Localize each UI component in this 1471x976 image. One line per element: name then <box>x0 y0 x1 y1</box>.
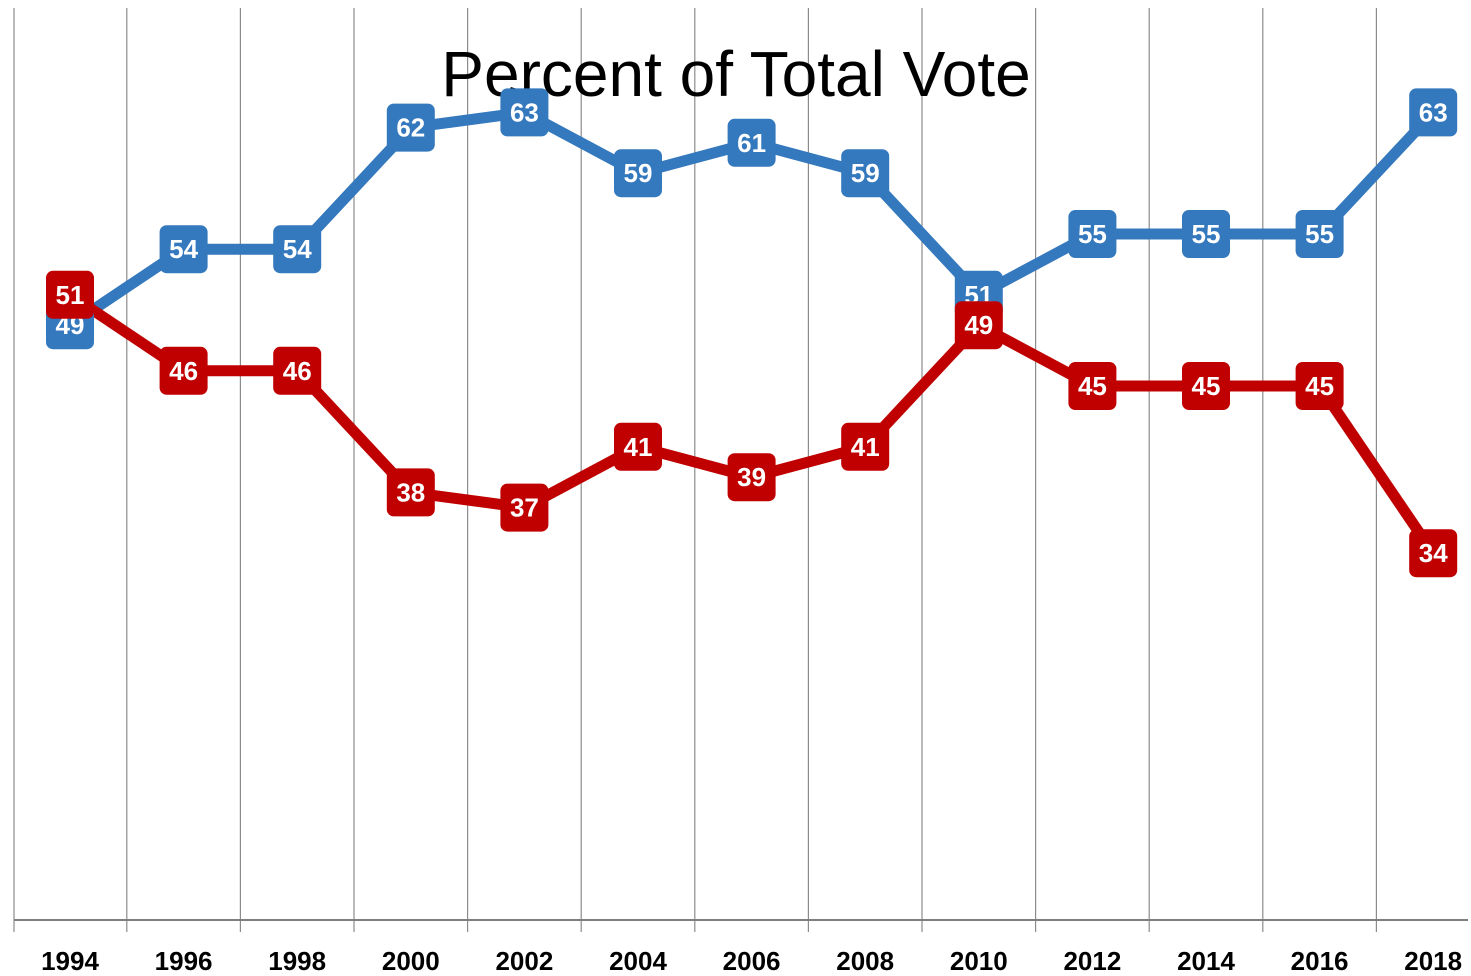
x-tick-label: 2012 <box>1063 946 1121 976</box>
data-marker <box>1182 210 1230 258</box>
data-point-series-1: 59 <box>841 149 890 198</box>
data-label: 45 <box>1078 371 1107 401</box>
data-point-series-2: 41 <box>841 422 890 471</box>
data-label: 55 <box>1305 219 1334 249</box>
data-marker <box>1409 88 1458 137</box>
data-label: 59 <box>624 158 653 188</box>
x-tick-label: 2000 <box>382 946 440 976</box>
data-marker <box>727 453 776 502</box>
data-label: 59 <box>851 158 880 188</box>
x-tick-label: 2018 <box>1404 946 1462 976</box>
data-point-series-2: 45 <box>1068 362 1117 410</box>
data-point-series-1: 54 <box>159 225 208 274</box>
data-marker <box>273 225 322 274</box>
x-tick-label: 2004 <box>609 946 667 976</box>
data-point-series-2: 51 <box>46 270 94 319</box>
data-point-series-1: 61 <box>727 118 776 167</box>
data-point-series-1: 63 <box>1409 88 1458 137</box>
data-point-series-2: 49 <box>954 301 1003 350</box>
data-point-series-1: 55 <box>1182 210 1230 258</box>
data-label: 54 <box>169 234 198 264</box>
data-marker <box>386 468 435 517</box>
data-marker <box>46 270 94 319</box>
data-marker <box>954 301 1003 350</box>
x-tick-label: 2006 <box>723 946 781 976</box>
grid-lines <box>13 8 1378 932</box>
data-marker <box>614 149 662 198</box>
data-point-series-1: 63 <box>500 88 549 137</box>
data-marker <box>841 422 890 471</box>
data-marker <box>386 103 435 152</box>
data-marker <box>1295 362 1344 410</box>
x-tick-label: 1996 <box>155 946 213 976</box>
data-marker <box>1068 362 1117 410</box>
data-label: 41 <box>624 432 653 462</box>
data-point-series-2: 41 <box>614 422 662 471</box>
data-point-series-1: 62 <box>386 103 435 152</box>
data-label: 63 <box>510 97 539 127</box>
series-line-2 <box>64 289 1439 559</box>
x-tick-label: 2016 <box>1291 946 1349 976</box>
data-point-series-1: 55 <box>1295 210 1344 258</box>
data-marker <box>159 346 208 395</box>
x-tick-label: 1998 <box>268 946 326 976</box>
data-point-series-1: 59 <box>614 149 662 198</box>
data-point-series-2: 46 <box>159 346 208 395</box>
data-marker <box>1295 210 1344 258</box>
data-label: 55 <box>1192 219 1221 249</box>
data-marker <box>1068 210 1117 258</box>
data-marker <box>500 483 549 532</box>
data-point-series-2: 39 <box>727 453 776 502</box>
data-label: 51 <box>56 280 85 310</box>
data-label: 55 <box>1078 219 1107 249</box>
data-point-series-1: 54 <box>273 225 322 274</box>
data-label: 61 <box>737 128 766 158</box>
data-label: 62 <box>396 113 425 143</box>
data-marker <box>500 88 549 137</box>
x-tick-label: 2002 <box>495 946 553 976</box>
data-label: 45 <box>1305 371 1334 401</box>
data-label: 45 <box>1192 371 1221 401</box>
data-label: 63 <box>1419 97 1448 127</box>
data-label: 39 <box>737 462 766 492</box>
data-label: 38 <box>396 477 425 507</box>
data-point-series-2: 46 <box>273 346 322 395</box>
data-point-series-1: 55 <box>1068 210 1117 258</box>
data-label: 49 <box>964 310 993 340</box>
x-tick-label: 2014 <box>1177 946 1235 976</box>
data-marker <box>159 225 208 274</box>
x-tick-label: 1994 <box>41 946 99 976</box>
data-marker <box>841 149 890 198</box>
x-tick-labels: 1994 1996 1998 2000 2002 2004 2006 2008 2010 2012… <box>41 946 1462 976</box>
data-marker <box>614 422 662 471</box>
data-marker <box>273 346 322 395</box>
data-label: 46 <box>169 356 198 386</box>
x-tick-label: 2008 <box>836 946 894 976</box>
data-label: 46 <box>283 356 312 386</box>
data-marker <box>1182 362 1230 410</box>
data-point-series-2: 38 <box>386 468 435 517</box>
data-marker <box>727 118 776 167</box>
data-point-series-2: 45 <box>1182 362 1230 410</box>
data-point-series-2: 34 <box>1409 529 1458 578</box>
data-label: 37 <box>510 493 539 523</box>
data-label: 41 <box>851 432 880 462</box>
data-label: 54 <box>283 234 312 264</box>
data-marker <box>1409 529 1458 578</box>
data-point-series-2: 37 <box>500 483 549 532</box>
data-point-series-2: 45 <box>1295 362 1344 410</box>
x-tick-label: 2010 <box>950 946 1008 976</box>
data-label: 34 <box>1419 538 1448 568</box>
